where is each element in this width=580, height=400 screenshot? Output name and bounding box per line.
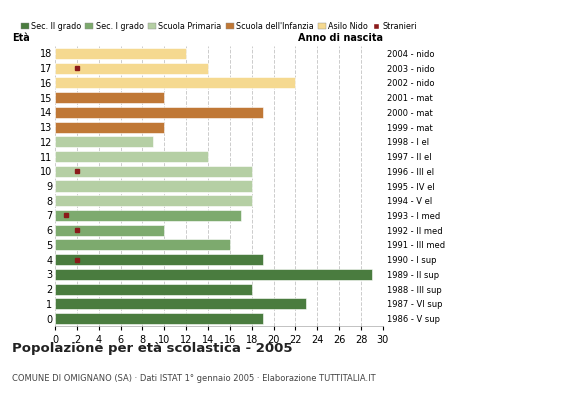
- Bar: [55, 48, 186, 59]
- Bar: [55, 136, 153, 147]
- Bar: [55, 195, 252, 206]
- Bar: [55, 313, 263, 324]
- Bar: [55, 225, 164, 236]
- Bar: [55, 166, 252, 177]
- Text: Popolazione per età scolastica - 2005: Popolazione per età scolastica - 2005: [12, 342, 292, 355]
- Bar: [55, 92, 164, 103]
- Bar: [55, 210, 241, 221]
- Bar: [55, 284, 252, 295]
- Legend: Sec. II grado, Sec. I grado, Scuola Primaria, Scuola dell'Infanzia, Asilo Nido, : Sec. II grado, Sec. I grado, Scuola Prim…: [21, 22, 417, 31]
- Bar: [55, 254, 263, 265]
- Text: Anno di nascita: Anno di nascita: [298, 33, 383, 43]
- Bar: [55, 180, 252, 192]
- Bar: [55, 269, 372, 280]
- Bar: [55, 151, 208, 162]
- Text: COMUNE DI OMIGNANO (SA) · Dati ISTAT 1° gennaio 2005 · Elaborazione TUTTITALIA.I: COMUNE DI OMIGNANO (SA) · Dati ISTAT 1° …: [12, 374, 375, 383]
- Text: Età: Età: [13, 33, 30, 43]
- Bar: [55, 77, 295, 88]
- Bar: [55, 298, 306, 310]
- Bar: [55, 240, 230, 250]
- Bar: [55, 122, 164, 132]
- Bar: [55, 107, 263, 118]
- Bar: [55, 62, 208, 74]
